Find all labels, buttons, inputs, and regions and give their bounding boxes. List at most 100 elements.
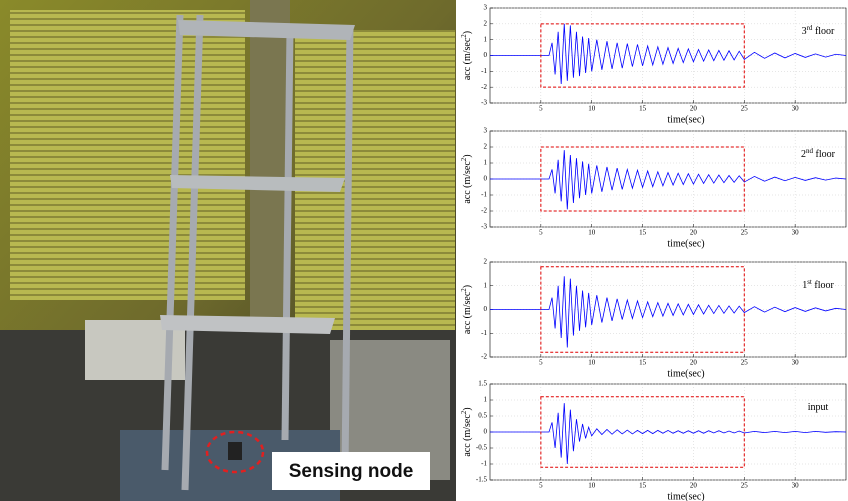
superscript: 2 (460, 157, 468, 161)
plate (178, 20, 355, 40)
text-part: floor (812, 280, 835, 291)
label-box (272, 452, 430, 490)
y-tick-label: -1 (481, 460, 487, 468)
y-tick-label: 1 (484, 159, 488, 167)
y-tick-label: -3 (481, 223, 487, 231)
x-axis-label: time(sec) (667, 114, 704, 125)
superscript: rd (807, 24, 813, 32)
x-tick-label: 20 (690, 105, 698, 113)
x-tick-label: 15 (639, 105, 647, 113)
x-tick-label: 20 (690, 359, 698, 367)
superscript: nd (806, 147, 814, 155)
x-tick-label: 5 (539, 482, 543, 490)
x-tick-label: 30 (792, 229, 800, 237)
wall (250, 0, 290, 340)
photo: Sensing node (0, 0, 456, 501)
y-tick-label: 0 (484, 51, 488, 59)
y-tick-label: -2 (481, 83, 487, 91)
text-part: acc (m/sec (462, 37, 473, 80)
text-part: 3 (802, 26, 807, 37)
annotation: 2nd floor (801, 147, 836, 161)
x-tick-label: 20 (690, 482, 698, 490)
y-tick-label: 0.5 (478, 412, 487, 420)
y-axis-label: acc (m/sec2) (460, 285, 474, 334)
y-tick-label: -1 (481, 191, 487, 199)
y-axis-label: acc (m/sec2) (460, 407, 474, 456)
y-tick-label: -2 (481, 353, 487, 361)
data-line (490, 403, 847, 465)
text-part: ) (462, 285, 473, 288)
superscript: 2 (460, 34, 468, 38)
y-tick-label: -2 (481, 207, 487, 215)
y-tick-label: -1 (481, 329, 487, 337)
superscript: st (807, 278, 812, 286)
chart: -3 -2 -1 0 1 2 3 5 10 15 20 25 30 time(sec) acc (m/sec… (460, 4, 847, 125)
y-tick-label: 1.5 (478, 380, 487, 388)
plate (170, 175, 345, 192)
superscript: 2 (460, 410, 468, 414)
text-part: floor (813, 149, 836, 160)
x-tick-label: 25 (741, 105, 749, 113)
text-part: ) (462, 154, 473, 157)
y-tick-label: 2 (484, 19, 488, 27)
y-tick-label: 3 (484, 4, 488, 12)
text-part: acc (m/sec (462, 161, 473, 204)
y-tick-label: 1 (484, 396, 488, 404)
x-tick-label: 10 (588, 229, 596, 237)
superscript: 2 (460, 288, 468, 292)
x-axis-label: time(sec) (667, 368, 704, 379)
x-tick-label: 15 (639, 482, 647, 490)
annotation: 1st floor (802, 278, 834, 292)
data-line (490, 150, 847, 210)
window-blinds (10, 10, 245, 300)
sensor (228, 442, 242, 460)
highlight-box (540, 266, 745, 353)
text-part: ) (462, 31, 473, 34)
text-part: 2 (801, 149, 806, 160)
y-tick-label: 0 (484, 428, 488, 436)
chart: -1.5 -1 -0.5 0 0.5 1 1.5 5 10 15 20 25 30 time(sec) ac… (460, 380, 847, 501)
x-axis-label: time(sec) (667, 238, 704, 249)
y-tick-label: -3 (481, 99, 487, 107)
y-axis-label: acc (m/sec2) (460, 31, 474, 80)
x-tick-label: 30 (792, 105, 800, 113)
frame (161, 14, 354, 491)
text-part: 1 (802, 280, 807, 291)
x-tick-label: 20 (690, 229, 698, 237)
y-tick-label: 1 (484, 35, 488, 43)
y-tick-label: -0.5 (476, 444, 488, 452)
y-tick-label: 1 (484, 281, 488, 289)
text-part: input (808, 402, 829, 413)
x-tick-label: 15 (639, 359, 647, 367)
photo-label: Sensing node (289, 461, 414, 482)
y-tick-label: 2 (484, 258, 488, 266)
x-tick-label: 25 (741, 482, 749, 490)
y-axis-label: acc (m/sec2) (460, 154, 474, 203)
x-tick-label: 5 (539, 229, 543, 237)
x-axis-label: time(sec) (667, 491, 704, 501)
highlight-box (540, 396, 745, 468)
x-tick-label: 15 (639, 229, 647, 237)
data-line (490, 23, 847, 85)
text-part: ) (462, 407, 473, 410)
chart: -3 -2 -1 0 1 2 3 5 10 15 20 25 30 time(sec) acc (m/sec… (460, 127, 847, 249)
x-tick-label: 5 (539, 359, 543, 367)
y-tick-label: -1 (481, 67, 487, 75)
x-tick-label: 25 (741, 229, 749, 237)
x-tick-label: 25 (741, 359, 749, 367)
plate (160, 315, 335, 334)
x-tick-label: 10 (588, 482, 596, 490)
annotation: 3rd floor (802, 24, 835, 38)
text-part: floor (812, 26, 835, 37)
y-tick-label: 0 (484, 305, 488, 313)
y-tick-label: 3 (484, 127, 488, 135)
y-tick-label: -1.5 (476, 476, 488, 484)
text-part: acc (m/sec (462, 414, 473, 457)
annotation: input (808, 402, 829, 413)
y-tick-label: 0 (484, 175, 488, 183)
highlight-box (540, 23, 745, 88)
x-tick-label: 10 (588, 359, 596, 367)
x-tick-label: 10 (588, 105, 596, 113)
